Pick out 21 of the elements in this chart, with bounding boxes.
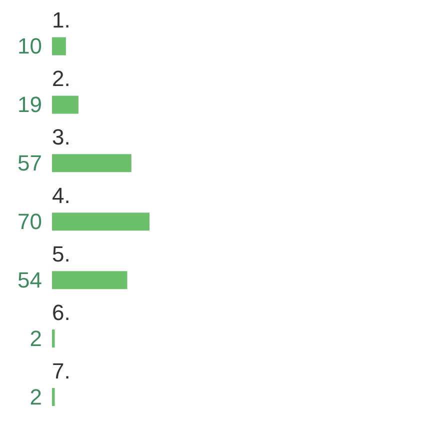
data-label: 2 bbox=[30, 326, 42, 352]
bar bbox=[52, 96, 78, 114]
data-label: 70 bbox=[18, 209, 42, 234]
bar bbox=[52, 212, 150, 231]
bar bbox=[52, 37, 66, 56]
data-label: 19 bbox=[18, 92, 42, 118]
bar bbox=[52, 388, 55, 406]
y-tick-label: 6. bbox=[52, 300, 70, 326]
y-tick-label: 7. bbox=[52, 358, 70, 384]
y-tick-label: 3. bbox=[52, 124, 70, 150]
bar bbox=[52, 271, 128, 290]
y-tick-label: 1. bbox=[52, 8, 70, 33]
data-label: 2 bbox=[30, 384, 42, 410]
y-tick-label: 5. bbox=[52, 242, 70, 267]
data-label: 57 bbox=[18, 150, 42, 176]
y-tick-label: 2. bbox=[52, 66, 70, 92]
data-label: 10 bbox=[18, 34, 42, 59]
y-tick-label: 4. bbox=[52, 183, 70, 208]
data-label: 54 bbox=[18, 268, 42, 293]
bar bbox=[52, 330, 55, 348]
bar bbox=[52, 154, 132, 172]
